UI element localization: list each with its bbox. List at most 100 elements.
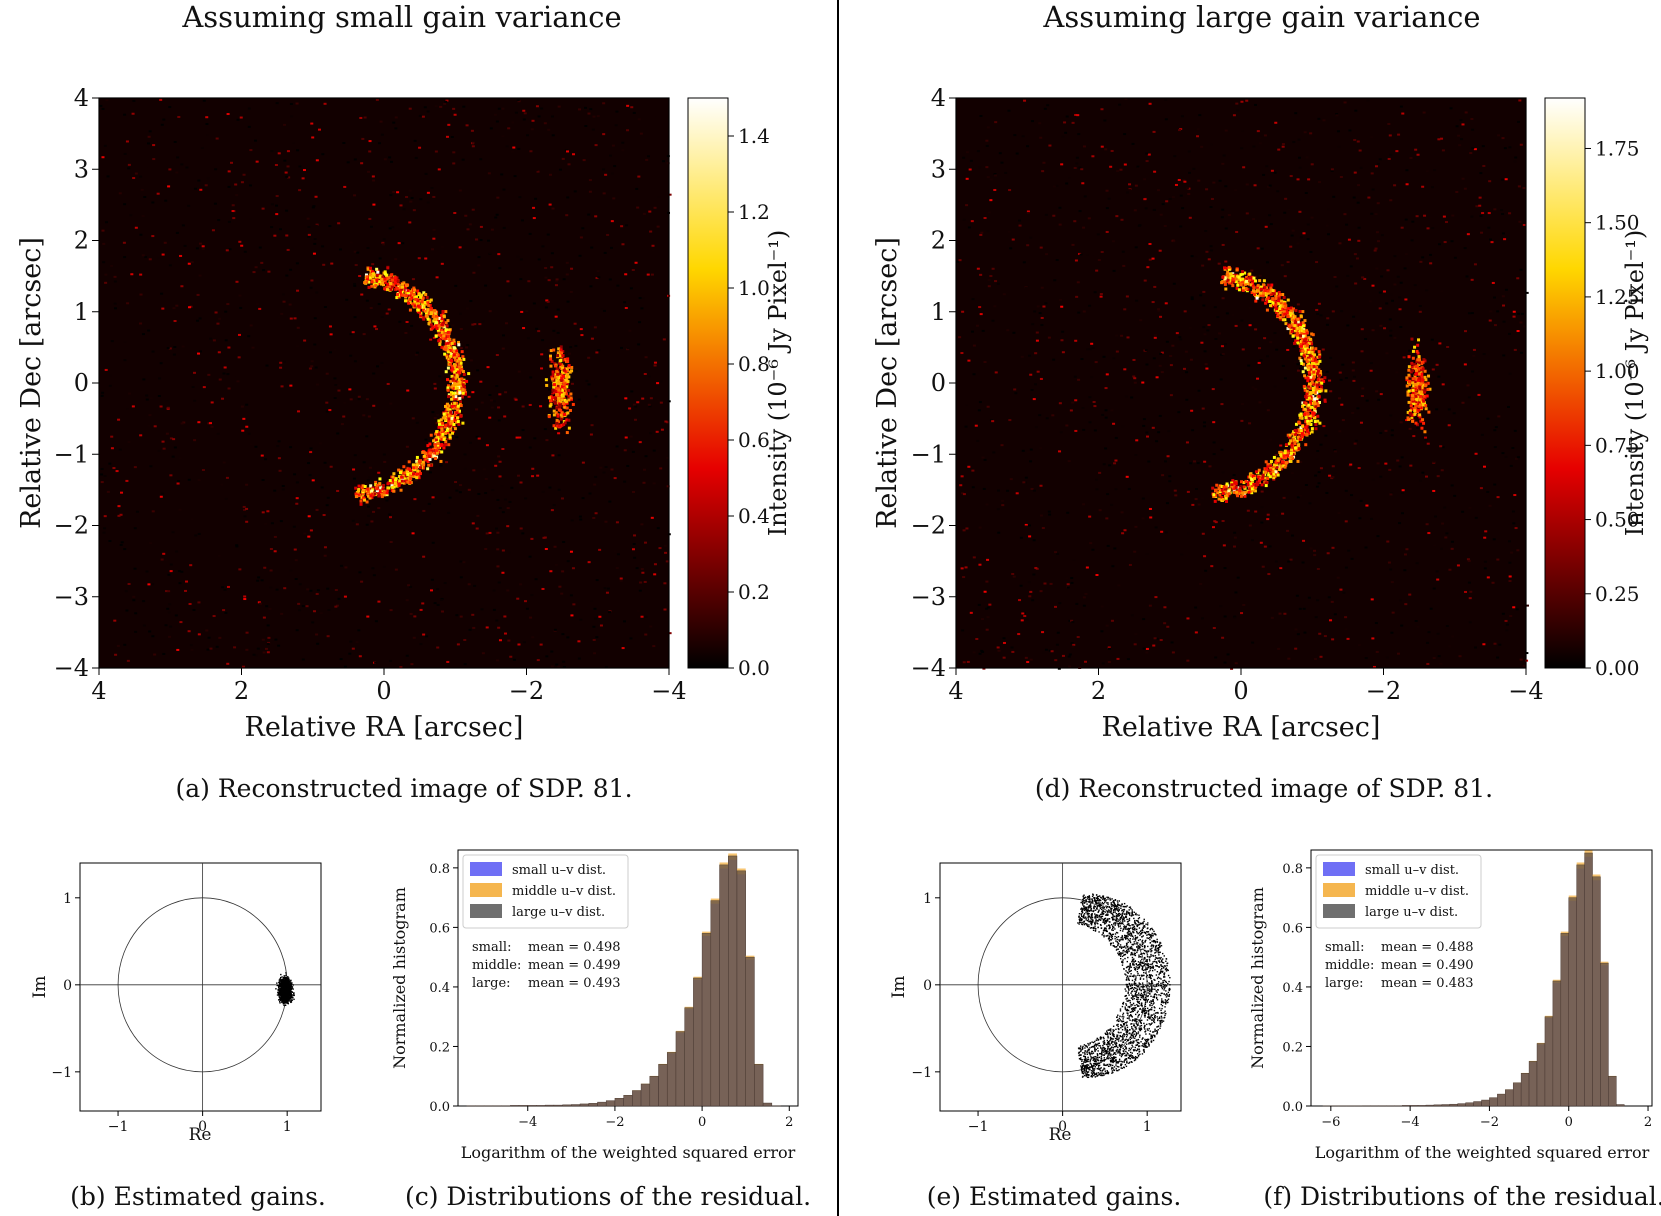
noise-speckle (562, 660, 566, 663)
noise-speckle (994, 174, 998, 177)
noise-speckle (1289, 558, 1293, 561)
noise-speckle (422, 633, 426, 636)
noise-speckle (529, 616, 533, 619)
arc-speckle (1266, 462, 1270, 466)
noise-speckle (431, 541, 435, 544)
arc-speckle (1261, 294, 1265, 298)
counter-image-speckle (558, 359, 562, 363)
noise-speckle (1258, 401, 1262, 404)
noise-speckle (173, 141, 177, 144)
noise-speckle (477, 256, 481, 259)
noise-speckle (1181, 207, 1185, 210)
noise-speckle (1034, 383, 1038, 386)
noise-speckle (1516, 549, 1520, 552)
noise-speckle (534, 169, 538, 172)
noise-speckle (1412, 435, 1416, 438)
noise-speckle (329, 351, 333, 354)
arc-speckle (1277, 296, 1281, 300)
noise-speckle (380, 133, 384, 136)
noise-speckle (1331, 638, 1335, 641)
noise-speckle (1471, 128, 1475, 131)
noise-speckle (233, 646, 237, 649)
noise-speckle (355, 523, 359, 526)
arc-speckle (452, 397, 456, 401)
arc-speckle (449, 410, 453, 414)
arc-speckle (383, 270, 387, 274)
noise-speckle (1335, 285, 1339, 288)
noise-speckle (1260, 490, 1264, 493)
noise-speckle (1317, 482, 1321, 485)
noise-speckle (501, 448, 505, 451)
noise-speckle (488, 310, 492, 313)
noise-speckle (283, 159, 287, 162)
noise-speckle (1502, 304, 1506, 307)
arc-speckle (449, 343, 453, 347)
arc-speckle (374, 480, 378, 484)
arc-speckle (460, 368, 464, 372)
noise-speckle (161, 307, 165, 310)
noise-speckle (339, 658, 343, 661)
arc-speckle (1306, 393, 1310, 397)
noise-speckle (1242, 166, 1246, 169)
noise-speckle (642, 212, 646, 215)
noise-speckle (277, 644, 281, 647)
arc-speckle (450, 341, 454, 345)
arc-speckle (1281, 302, 1285, 306)
noise-speckle (1061, 135, 1065, 138)
noise-speckle (986, 176, 990, 179)
arc-speckle (447, 393, 451, 397)
noise-speckle (147, 424, 151, 427)
noise-speckle (199, 242, 203, 245)
arc-speckle (450, 420, 454, 424)
noise-speckle (564, 149, 568, 152)
arc-speckle (1257, 478, 1261, 482)
noise-speckle (117, 505, 121, 508)
noise-speckle (1375, 231, 1379, 234)
noise-speckle (1039, 377, 1043, 380)
arc-speckle (409, 469, 413, 473)
arc-speckle (408, 292, 412, 296)
noise-speckle (245, 631, 249, 634)
noise-speckle (1177, 129, 1181, 132)
noise-speckle (1397, 133, 1401, 136)
noise-speckle (1463, 363, 1467, 366)
noise-speckle (349, 354, 353, 357)
noise-speckle (187, 478, 191, 481)
arc-speckle (454, 406, 458, 410)
noise-speckle (279, 361, 283, 364)
arc-speckle (400, 291, 404, 295)
noise-speckle (1200, 497, 1204, 500)
noise-speckle (421, 602, 425, 605)
noise-speckle (1169, 364, 1173, 367)
noise-speckle (1222, 544, 1226, 547)
noise-speckle (344, 566, 348, 569)
noise-speckle (583, 106, 587, 109)
noise-speckle (295, 629, 299, 632)
noise-speckle (361, 137, 365, 140)
noise-speckle (1398, 308, 1402, 311)
noise-speckle (1388, 318, 1392, 321)
noise-speckle (148, 414, 152, 417)
noise-speckle (430, 187, 434, 190)
noise-speckle (643, 373, 647, 376)
arc-speckle (1265, 308, 1269, 312)
noise-speckle (1254, 275, 1258, 278)
arc-speckle (1247, 481, 1251, 485)
noise-speckle (1161, 474, 1165, 477)
arc-speckle (450, 397, 454, 401)
arc-speckle (1313, 390, 1317, 394)
arc-speckle (454, 354, 458, 358)
noise-speckle (1147, 460, 1151, 463)
noise-speckle (1315, 485, 1319, 488)
noise-speckle (472, 271, 476, 274)
noise-speckle (1327, 596, 1331, 599)
noise-speckle (255, 160, 259, 163)
arc-speckle (447, 343, 451, 347)
noise-speckle (360, 293, 364, 296)
noise-speckle (1503, 238, 1507, 241)
arc-speckle (1301, 370, 1305, 374)
noise-speckle (972, 373, 976, 376)
noise-speckle (614, 124, 618, 127)
noise-speckle (526, 337, 530, 340)
noise-speckle (1088, 421, 1092, 424)
